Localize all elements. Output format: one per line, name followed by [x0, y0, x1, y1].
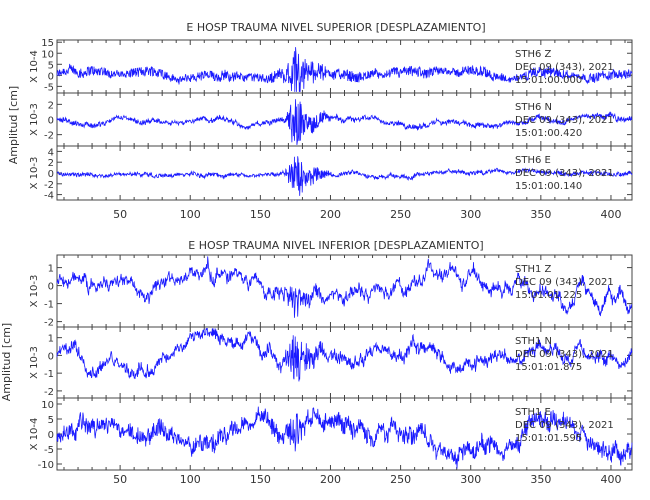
- x-tick-label: 400: [600, 473, 621, 486]
- date-label: DEC 09 (343), 2021: [515, 349, 614, 360]
- x-tick-label: 250: [390, 208, 411, 221]
- date-label: DEC 09 (343), 2021: [515, 168, 614, 179]
- station-label: STH1 Z: [515, 264, 552, 275]
- y-tick-label: 10: [41, 49, 54, 60]
- y-tick-label: 2: [48, 158, 54, 169]
- panel-sth1-z: -2 -1 0 1 X 10-3 STH1 Z DEC 09 (343), 2021 15:0…: [29, 254, 633, 329]
- x-tick-label: 400: [600, 208, 621, 221]
- top-y-axis-label: Amplitud [cm]: [7, 86, 20, 164]
- time-label: 15:01:00.140: [515, 181, 582, 192]
- y-tick-label: 0: [48, 116, 54, 127]
- y-scale-label: X 10-3: [29, 103, 40, 136]
- y-tick-label: -10: [38, 460, 54, 471]
- x-tick-label: 200: [320, 208, 341, 221]
- y-tick-label: 4: [48, 147, 54, 158]
- y-tick-label: -5: [44, 445, 54, 456]
- x-tick-label: 100: [180, 208, 201, 221]
- y-tick-label: 10: [41, 400, 54, 411]
- x-tick-label: 350: [530, 473, 551, 486]
- waveform-trace: [56, 47, 633, 92]
- y-tick-label: 5: [48, 415, 54, 426]
- bottom-y-axis-label: Amplitud [cm]: [0, 323, 13, 401]
- y-tick-label: -1: [44, 300, 54, 311]
- time-label: 15:01:00.420: [515, 128, 582, 139]
- y-tick-label: -2: [44, 180, 54, 191]
- date-label: DEC 09 (343), 2021: [515, 420, 614, 431]
- x-tick-label: 150: [250, 473, 271, 486]
- x-tick-label: 250: [390, 473, 411, 486]
- date-label: DEC 09 (343), 2021: [515, 62, 614, 73]
- station-label: STH6 E: [515, 155, 551, 166]
- time-label: 15:01:01.875: [515, 362, 582, 373]
- station-label: STH1 N: [515, 336, 552, 347]
- y-tick-label: 0: [48, 351, 54, 362]
- x-tick-label: 350: [530, 208, 551, 221]
- x-tick-label: 300: [460, 208, 481, 221]
- y-scale-label: X 10-3: [29, 275, 40, 308]
- station-label: STH6 N: [515, 102, 552, 113]
- top-chart-title: E HOSP TRAUMA NIVEL SUPERIOR [DESPLAZAMI…: [186, 21, 485, 34]
- y-tick-label: -2: [44, 387, 54, 398]
- y-tick-label: 1: [48, 334, 54, 345]
- bottom-chart-title: E HOSP TRAUMA NIVEL INFERIOR [DESPLAZAMI…: [188, 239, 483, 252]
- waveform-trace: [56, 406, 633, 469]
- y-tick-label: -2: [44, 131, 54, 142]
- y-tick-label: 0: [48, 169, 54, 180]
- y-scale-label: X 10-3: [29, 157, 40, 190]
- panel-sth1-e: -10 -5 0 5 10X 10-4 STH1 E DEC 09 (343), 2021 1…: [29, 397, 633, 471]
- time-label: 15:01:01.595: [515, 433, 582, 444]
- y-tick-label: -5: [44, 82, 54, 93]
- waveform-trace: [56, 328, 633, 382]
- waveform-trace: [56, 256, 633, 318]
- y-tick-label: 2: [48, 100, 54, 111]
- x-tick-label: 50: [113, 208, 127, 221]
- y-tick-label: 0: [48, 430, 54, 441]
- time-label: 15:01:01.225: [515, 290, 582, 301]
- y-scale-label: X 10-3: [29, 346, 40, 379]
- panel-sth1-n: -2 -1 0 1 X 10-3 STH1 N DEC 09 (343), 2021 15:0…: [29, 326, 633, 399]
- date-label: DEC 09 (343), 2021: [515, 115, 614, 126]
- x-tick-label: 300: [460, 473, 481, 486]
- y-tick-label: 15: [41, 38, 54, 49]
- panel-sth6-n: -2 0 2 X 10-3 STH6 N DEC 09 (343), 2021 15:01:…: [29, 92, 633, 147]
- x-tick-label: 150: [250, 208, 271, 221]
- y-tick-label: 5: [48, 60, 54, 71]
- y-tick-label: -2: [44, 318, 54, 329]
- waveform-trace: [56, 99, 633, 145]
- y-scale-label: X 10-4: [29, 50, 40, 83]
- y-tick-label: 1: [48, 264, 54, 275]
- date-label: DEC 09 (343), 2021: [515, 277, 614, 288]
- y-tick-label: 0: [48, 71, 54, 82]
- y-scale-label: X 10-4: [29, 418, 40, 451]
- station-label: STH1 E: [515, 407, 551, 418]
- x-tick-label: 50: [113, 473, 127, 486]
- x-tick-label: 100: [180, 473, 201, 486]
- waveform-trace: [56, 156, 633, 196]
- x-tick-label: 200: [320, 473, 341, 486]
- y-tick-label: 0: [48, 282, 54, 293]
- time-label: 15:01:00.000: [515, 75, 582, 86]
- y-tick-label: -1: [44, 369, 54, 380]
- y-tick-label: -4: [44, 191, 54, 202]
- station-label: STH6 Z: [515, 49, 552, 60]
